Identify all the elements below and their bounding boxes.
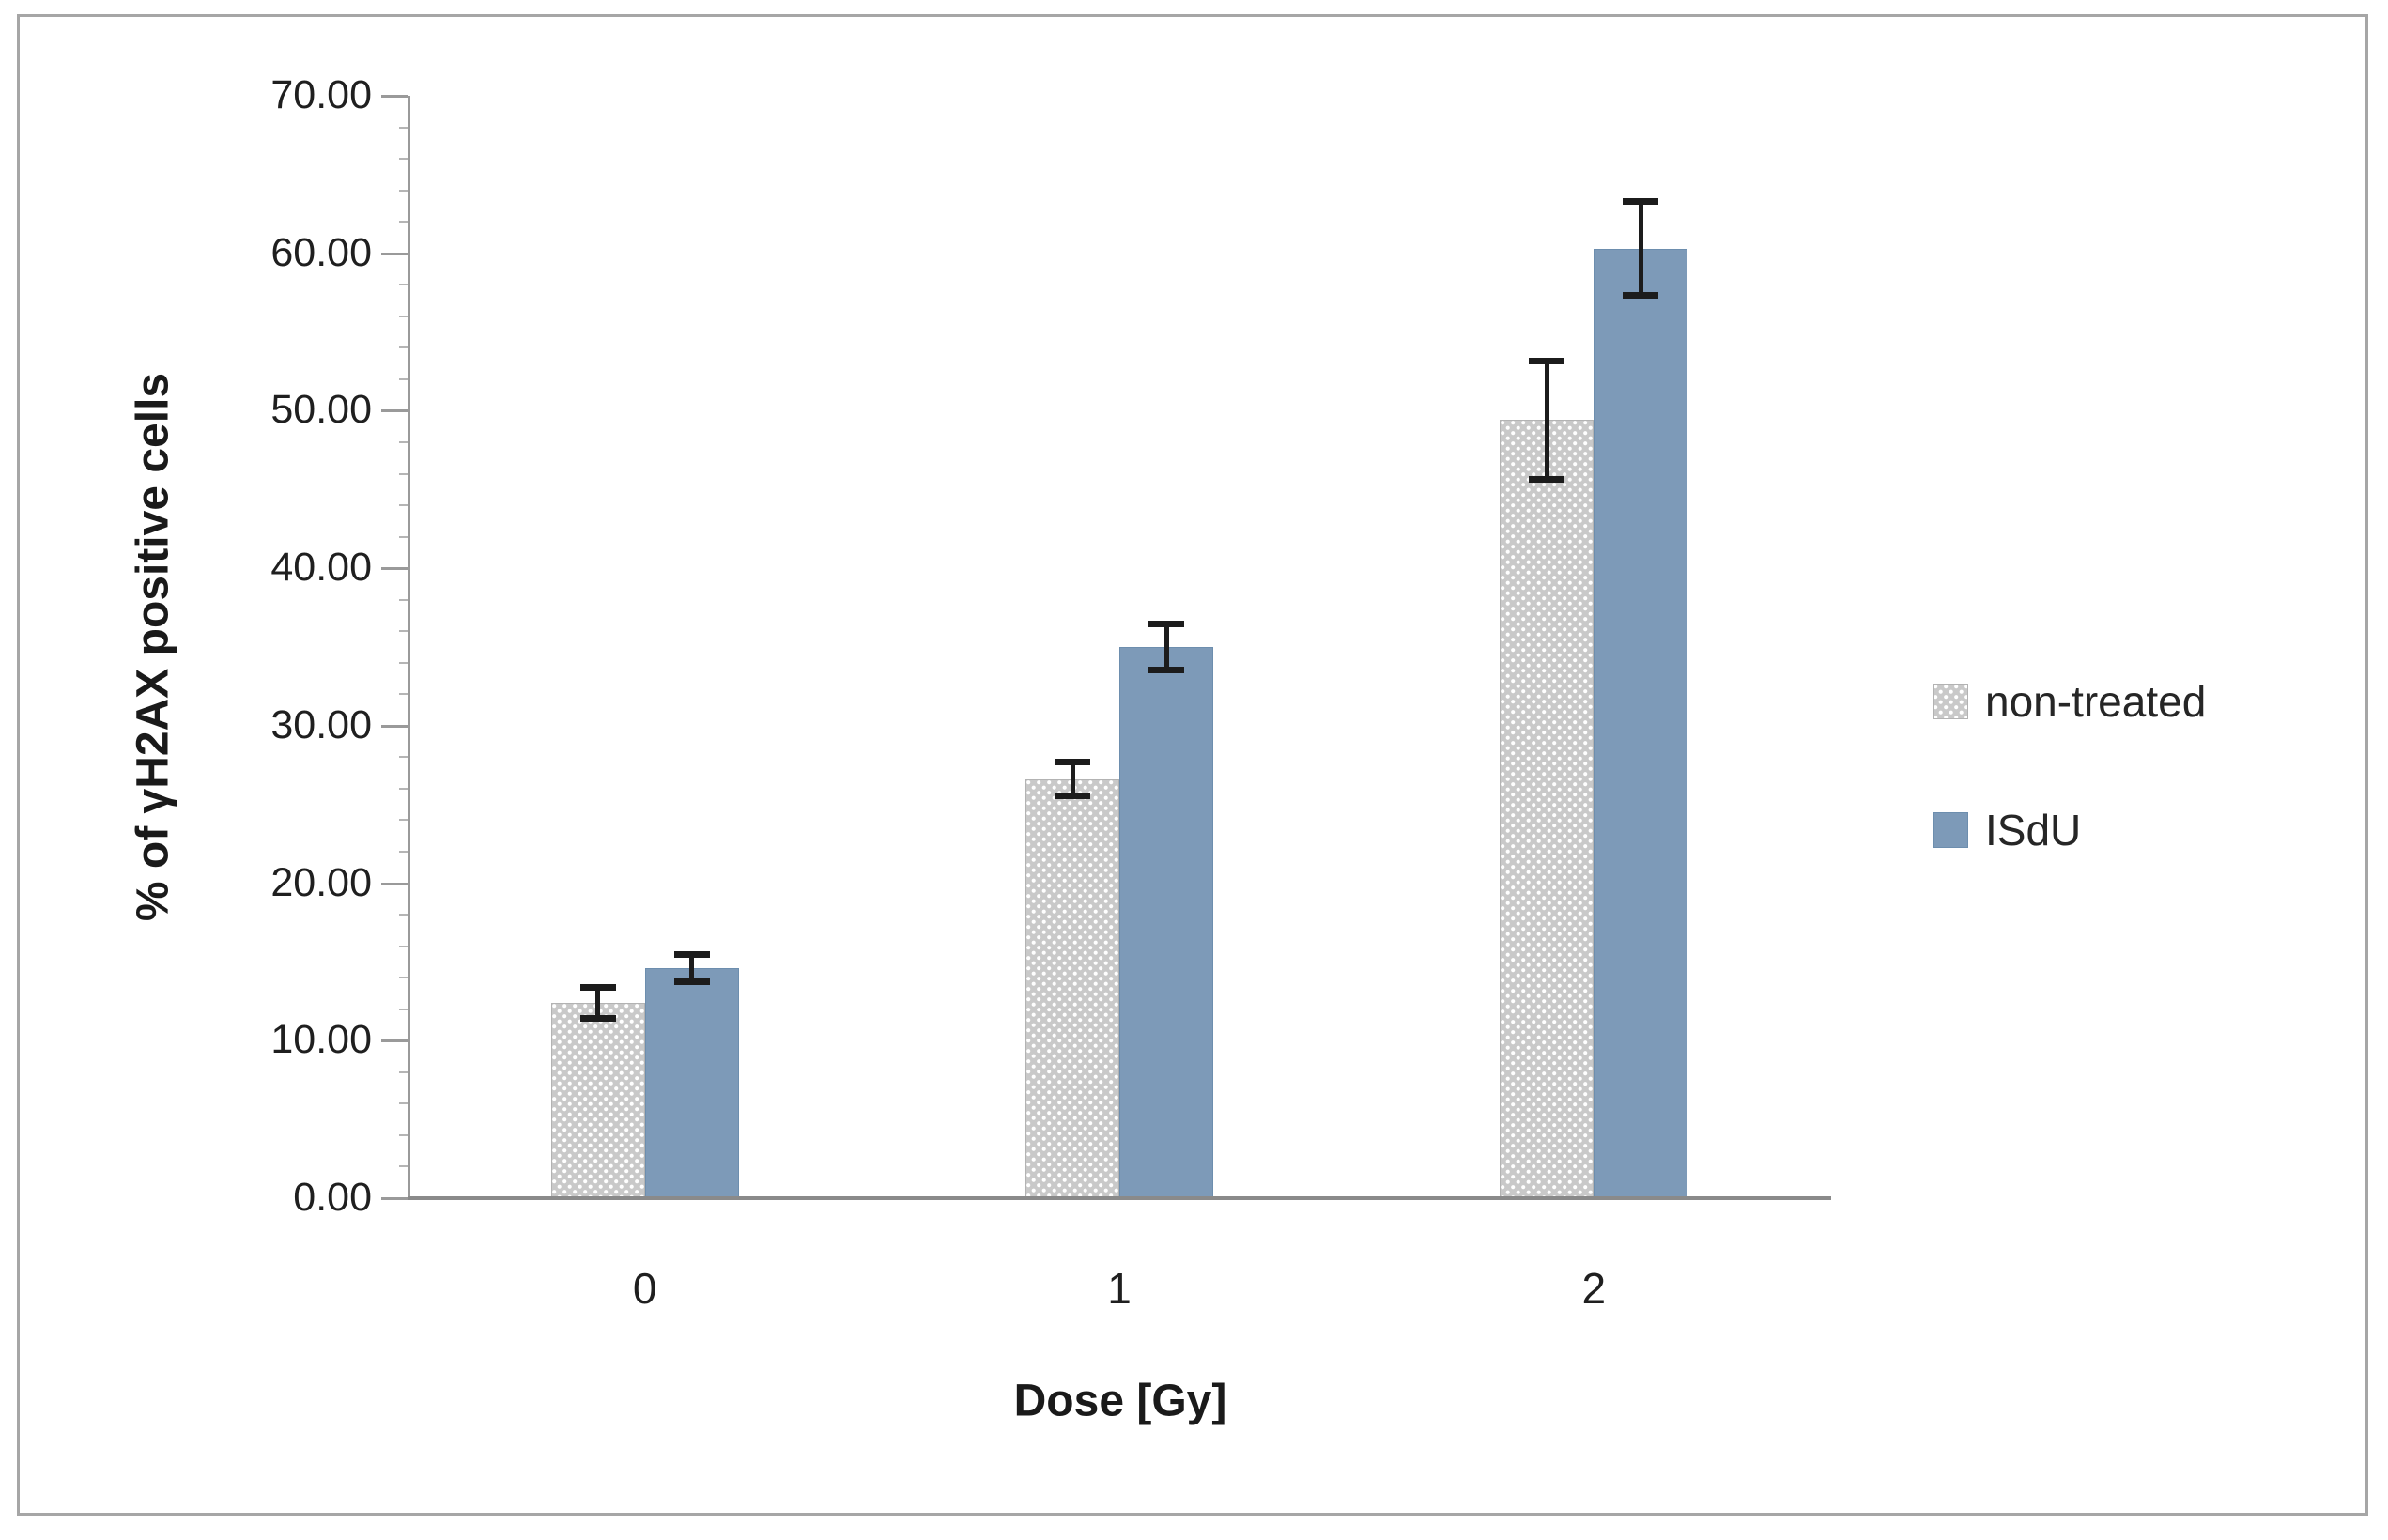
legend-label-non-treated: non-treated [1985, 677, 2207, 726]
error-bar-stem [1070, 762, 1075, 797]
y-minor-tick [399, 472, 408, 475]
y-tick-label: 40.00 [270, 545, 372, 591]
bar-isdu-dose-1 [1119, 647, 1213, 1198]
error-bar-top-cap [1055, 759, 1090, 766]
y-tick-label: 60.00 [270, 229, 372, 275]
y-minor-tick [399, 315, 408, 317]
y-minor-tick [399, 693, 408, 696]
error-bar-top-cap [1623, 198, 1659, 206]
y-tick-label: 20.00 [270, 859, 372, 905]
y-minor-tick [399, 851, 408, 854]
y-minor-tick [399, 221, 408, 223]
y-minor-tick [399, 630, 408, 633]
error-bar-top-cap [673, 951, 710, 959]
x-axis-title: Dose [Gy] [1013, 1376, 1227, 1426]
y-minor-tick [399, 1165, 408, 1168]
y-minor-tick [399, 1070, 408, 1073]
bar-non-treated-dose-1 [1025, 778, 1119, 1198]
y-major-tick [381, 1040, 408, 1043]
error-bar-top-cap [1529, 357, 1565, 364]
y-major-tick [381, 252, 408, 255]
y-minor-tick [399, 158, 408, 161]
y-tick-label: 30.00 [270, 701, 372, 747]
bar-non-treated-dose-2 [1500, 420, 1595, 1198]
error-bar-stem [1638, 201, 1643, 296]
y-minor-tick [399, 787, 408, 790]
error-bar-stem [689, 954, 695, 983]
y-tick-label: 70.00 [270, 72, 372, 117]
y-minor-tick [399, 1133, 408, 1136]
bar-non-treated-dose-0 [550, 1003, 645, 1198]
y-major-tick [381, 724, 408, 728]
y-minor-tick [399, 535, 408, 538]
y-major-tick [381, 409, 408, 413]
y-major-tick [381, 567, 408, 571]
y-tick-label: 10.00 [270, 1017, 372, 1063]
x-category-label: 1 [1107, 1264, 1132, 1313]
y-minor-tick [399, 1102, 408, 1105]
error-bar-top-cap [1148, 620, 1184, 627]
y-minor-tick [399, 346, 408, 349]
x-category-label: 0 [632, 1264, 657, 1313]
error-bar-bottom-cap [1055, 793, 1090, 800]
y-tick-label: 0.00 [293, 1175, 372, 1220]
y-minor-tick [399, 945, 408, 947]
error-bar-bottom-cap [1148, 667, 1184, 674]
y-minor-tick [399, 1008, 408, 1010]
legend-label-isdu: ISdU [1985, 806, 2082, 855]
y-minor-tick [399, 189, 408, 192]
y-minor-tick [399, 914, 408, 916]
error-bar-top-cap [579, 984, 616, 992]
y-tick-label: 50.00 [270, 387, 372, 433]
legend-swatch-non-treated [1933, 684, 1968, 719]
y-major-tick [381, 882, 408, 886]
y-axis-title: % of γH2AX positive cells [128, 372, 178, 922]
y-minor-tick [399, 377, 408, 380]
y-major-tick [381, 1197, 408, 1200]
x-axis-line [408, 1196, 1831, 1200]
y-minor-tick [399, 977, 408, 979]
error-bar-bottom-cap [1623, 291, 1659, 299]
error-bar-stem [1163, 623, 1169, 671]
error-bar-bottom-cap [1529, 476, 1565, 484]
y-minor-tick [399, 126, 408, 129]
x-category-label: 2 [1581, 1264, 1607, 1313]
y-minor-tick [399, 598, 408, 601]
error-bar-stem [1544, 360, 1549, 481]
y-minor-tick [399, 440, 408, 443]
y-axis-line [408, 96, 410, 1198]
legend-swatch-isdu [1933, 812, 1968, 848]
y-minor-tick [399, 661, 408, 664]
y-major-tick [381, 95, 408, 98]
error-bar-stem [595, 987, 601, 1019]
y-minor-tick [399, 504, 408, 507]
bar-isdu-dose-0 [644, 968, 739, 1198]
error-bar-bottom-cap [673, 978, 710, 986]
bar-isdu-dose-2 [1594, 248, 1688, 1198]
y-minor-tick [399, 756, 408, 759]
error-bar-bottom-cap [579, 1014, 616, 1022]
y-minor-tick [399, 819, 408, 822]
y-minor-tick [399, 284, 408, 286]
